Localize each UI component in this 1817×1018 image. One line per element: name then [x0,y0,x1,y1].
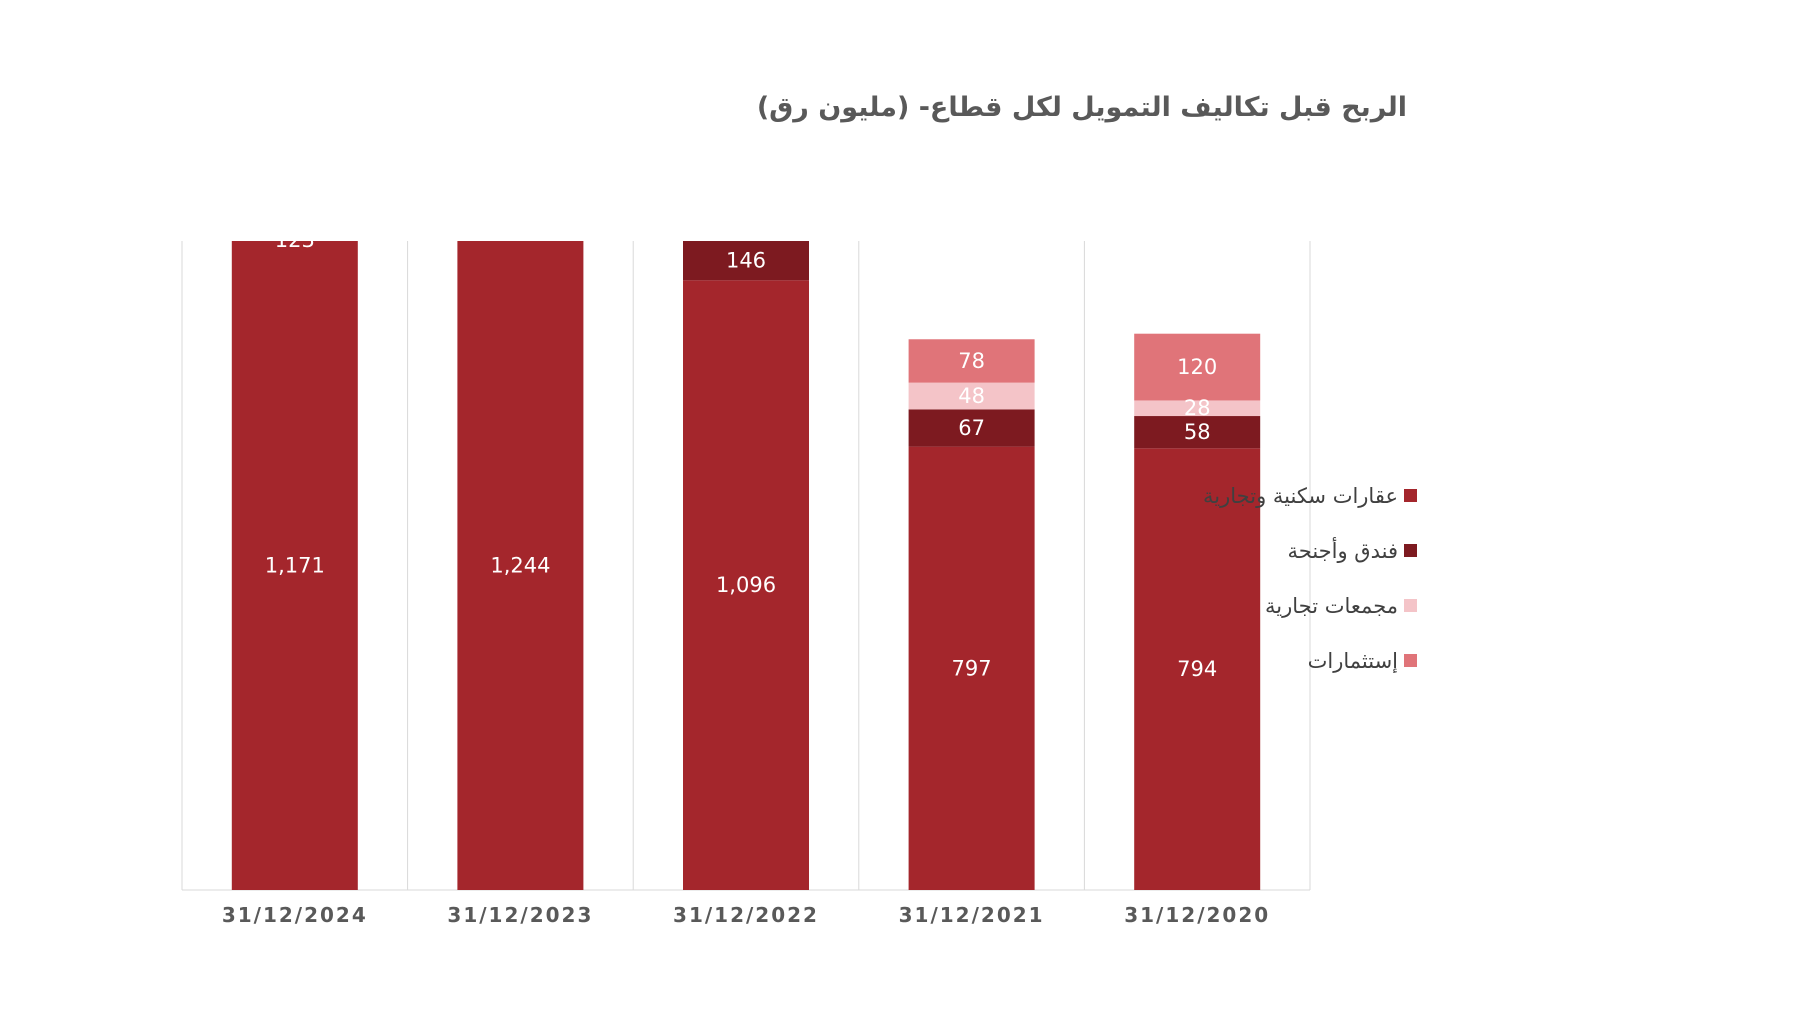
data-label: 146 [726,249,766,273]
bar-segment [683,166,809,199]
bar-segment [683,280,809,891]
legend-swatch-malls [1404,599,1417,612]
legend-label-investments: إستثمارات [1307,648,1398,673]
legend-item-malls: مجمعات تجارية [1203,578,1417,633]
data-label: 123 [275,228,315,252]
data-label: 58 [1184,420,1211,444]
x-tick-label: 31/12/2020 [1124,903,1270,927]
data-label: 64 [281,194,308,218]
data-label: 63 [507,181,534,205]
legend-item-hotel-suites: فندق وأجنحة [1203,523,1417,578]
bar-segment [457,110,583,145]
legend-item-investments: إستثمارات [1203,633,1417,688]
legend-item-residential-commercial: عقارات سكنية وتجارية [1203,468,1417,523]
bar-segment [908,409,1035,447]
data-label: 95 [507,207,534,231]
bar-segment [683,0,809,166]
bar-segment [231,241,358,890]
bar-segment [457,241,584,891]
data-label: 794 [1177,657,1217,681]
data-label: 59 [733,208,760,232]
data-label: 67 [958,416,985,440]
bar-segment [683,241,809,281]
data-label: 1,171 [265,554,325,578]
legend-swatch-investments [1404,654,1417,667]
data-label: 646 [726,192,766,216]
bar-segment [908,339,1035,383]
data-label: 48 [958,384,985,408]
x-tick-label: 31/12/2023 [447,903,593,927]
bars-group [231,0,1261,891]
data-label: 1,244 [490,554,550,578]
legend-label-malls: مجمعات تجارية [1265,593,1398,618]
bar-segment [232,170,358,238]
x-tick-label: 31/12/2021 [899,903,1045,927]
bar-segment [1134,416,1261,449]
legend-label-hotel-suites: فندق وأجنحة [1287,538,1398,563]
data-label: 78 [958,349,985,373]
legend-label-residential-commercial: عقارات سكنية وتجارية [1203,483,1398,508]
bar-segment [908,382,1035,410]
chart-legend: عقارات سكنية وتجارية فندق وأجنحة مجمعات … [1203,468,1417,688]
legend-swatch-hotel-suites [1404,544,1417,557]
bar-segment [1134,333,1261,401]
x-tick-label: 31/12/2022 [673,903,819,927]
data-label: 1,096 [716,573,776,597]
data-label: 120 [1177,355,1217,379]
bar-segment [1134,448,1261,890]
bar-segment [457,145,583,198]
bar-segment [232,135,358,171]
legend-swatch-residential-commercial [1404,489,1417,502]
data-label: 28 [1184,396,1211,420]
bar-segment [1134,400,1261,417]
data-label: 797 [952,656,992,680]
chart-title: الربح قبل تكاليف التمويل لكل قطاع- (مليو… [756,92,1407,123]
bar-segment [908,446,1035,890]
x-tick-label: 31/12/2024 [222,903,368,927]
